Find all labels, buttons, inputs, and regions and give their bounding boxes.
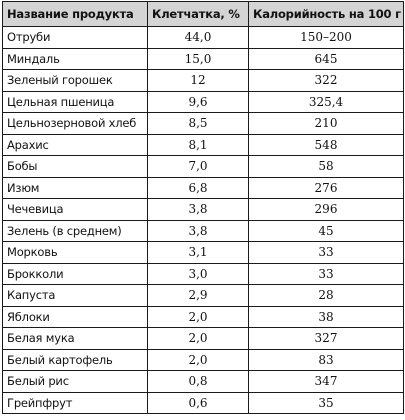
fiber-cell: 6,8 <box>147 176 249 199</box>
fiber-cell: 3,8 <box>147 198 249 221</box>
fiber-cell: 3,0 <box>147 262 249 285</box>
header-calories-per-100g: Калорийность на 100 г <box>248 1 404 27</box>
calories-cell: 210 <box>248 112 404 135</box>
header-product-name: Название продукта <box>2 1 148 27</box>
table-row: Бобы 7,0 58 <box>2 155 404 178</box>
table-row: Морковь 3,1 33 <box>2 241 404 264</box>
calories-cell: 33 <box>248 241 404 264</box>
fiber-cell: 8,5 <box>147 112 249 135</box>
fiber-cell: 15,0 <box>147 47 249 70</box>
product-name-cell: Грейпфрут <box>2 391 148 414</box>
product-name-cell: Чечевица <box>2 198 148 221</box>
product-name-cell: Отруби <box>2 26 148 49</box>
calories-cell: 83 <box>248 348 404 371</box>
product-name-cell: Арахис <box>2 133 148 156</box>
fiber-cell: 2,0 <box>147 348 249 371</box>
product-name-cell: Капуста <box>2 284 148 307</box>
fiber-cell: 2,0 <box>147 305 249 328</box>
fiber-cell: 9,6 <box>147 90 249 113</box>
calories-cell: 35 <box>248 391 404 414</box>
fiber-calorie-table-container: Название продукта Клетчатка, % Калорийно… <box>2 1 404 414</box>
fiber-cell: 0,6 <box>147 391 249 414</box>
table-row: Цельнозерновой хлеб 8,5 210 <box>2 112 404 135</box>
table-header: Название продукта Клетчатка, % Калорийно… <box>2 1 404 27</box>
calories-cell: 645 <box>248 47 404 70</box>
calories-cell: 347 <box>248 370 404 393</box>
table-row: Зелень (в среднем) 3,8 45 <box>2 219 404 242</box>
product-name-cell: Морковь <box>2 241 148 264</box>
table-row: Брокколи 3,0 33 <box>2 262 404 285</box>
fiber-cell: 3,8 <box>147 219 249 242</box>
table-row: Зеленый горошек 12 322 <box>2 69 404 92</box>
fiber-cell: 0,8 <box>147 370 249 393</box>
product-name-cell: Цельная пшеница <box>2 90 148 113</box>
calories-cell: 45 <box>248 219 404 242</box>
calories-cell: 327 <box>248 327 404 350</box>
table-row: Отруби 44,0 150–200 <box>2 26 404 49</box>
table-row: Миндаль 15,0 645 <box>2 47 404 70</box>
table-row: Белый рис 0,8 347 <box>2 370 404 393</box>
table-row: Капуста 2,9 28 <box>2 284 404 307</box>
product-name-cell: Белый картофель <box>2 348 148 371</box>
product-name-cell: Белый рис <box>2 370 148 393</box>
header-row: Название продукта Клетчатка, % Калорийно… <box>2 1 404 27</box>
fiber-cell: 8,1 <box>147 133 249 156</box>
fiber-cell: 44,0 <box>147 26 249 49</box>
calories-cell: 276 <box>248 176 404 199</box>
calories-cell: 38 <box>248 305 404 328</box>
product-name-cell: Бобы <box>2 155 148 178</box>
product-name-cell: Изюм <box>2 176 148 199</box>
product-name-cell: Зелень (в среднем) <box>2 219 148 242</box>
product-name-cell: Миндаль <box>2 47 148 70</box>
table-row: Изюм 6,8 276 <box>2 176 404 199</box>
fiber-cell: 12 <box>147 69 249 92</box>
product-name-cell: Брокколи <box>2 262 148 285</box>
table-row: Арахис 8,1 548 <box>2 133 404 156</box>
calories-cell: 296 <box>248 198 404 221</box>
table-row: Белый картофель 2,0 83 <box>2 348 404 371</box>
calories-cell: 322 <box>248 69 404 92</box>
fiber-calorie-table: Название продукта Клетчатка, % Калорийно… <box>2 1 404 414</box>
calories-cell: 150–200 <box>248 26 404 49</box>
table-row: Яблоки 2,0 38 <box>2 305 404 328</box>
fiber-cell: 2,0 <box>147 327 249 350</box>
table-row: Чечевица 3,8 296 <box>2 198 404 221</box>
calories-cell: 58 <box>248 155 404 178</box>
product-name-cell: Белая мука <box>2 327 148 350</box>
header-fiber-percent: Клетчатка, % <box>147 1 249 27</box>
fiber-cell: 2,9 <box>147 284 249 307</box>
product-name-cell: Яблоки <box>2 305 148 328</box>
calories-cell: 33 <box>248 262 404 285</box>
fiber-cell: 3,1 <box>147 241 249 264</box>
product-name-cell: Зеленый горошек <box>2 69 148 92</box>
calories-cell: 325,4 <box>248 90 404 113</box>
fiber-cell: 7,0 <box>147 155 249 178</box>
product-name-cell: Цельнозерновой хлеб <box>2 112 148 135</box>
table-body: Отруби 44,0 150–200 Миндаль 15,0 645 Зеленый г… <box>2 26 404 414</box>
table-row: Грейпфрут 0,6 35 <box>2 391 404 414</box>
calories-cell: 548 <box>248 133 404 156</box>
table-row: Цельная пшеница 9,6 325,4 <box>2 90 404 113</box>
calories-cell: 28 <box>248 284 404 307</box>
table-row: Белая мука 2,0 327 <box>2 327 404 350</box>
